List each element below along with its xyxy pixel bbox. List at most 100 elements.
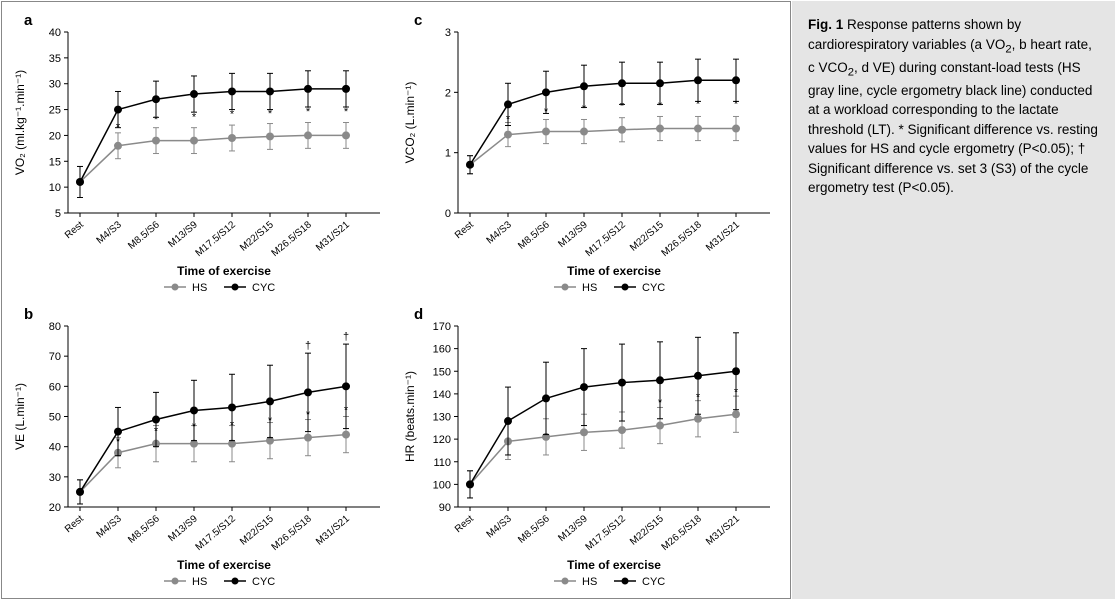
svg-text:*: *: [696, 98, 701, 110]
svg-text:Rest: Rest: [63, 513, 86, 535]
svg-text:M31/S21: M31/S21: [314, 513, 352, 547]
svg-text:*: *: [306, 106, 311, 118]
caption-text: Response patterns shown by cardiorespira…: [808, 17, 1098, 195]
svg-text:1: 1: [445, 148, 451, 160]
svg-text:120: 120: [433, 434, 451, 446]
svg-text:HR (beats.min⁻¹): HR (beats.min⁻¹): [403, 371, 417, 462]
svg-text:140: 140: [433, 389, 451, 401]
svg-text:M13/S9: M13/S9: [556, 219, 590, 250]
svg-text:M17.5/S12: M17.5/S12: [194, 219, 238, 259]
svg-text:CYC: CYC: [252, 576, 275, 588]
svg-text:40: 40: [49, 442, 61, 454]
svg-text:*: *: [192, 111, 197, 123]
svg-text:M26.5/S18: M26.5/S18: [270, 513, 314, 553]
svg-text:M4/S3: M4/S3: [95, 219, 125, 246]
svg-text:M22/S15: M22/S15: [238, 513, 276, 547]
svg-text:M8.5/S6: M8.5/S6: [126, 513, 162, 546]
svg-text:2: 2: [445, 87, 451, 99]
svg-text:M13/S9: M13/S9: [166, 513, 200, 544]
svg-text:*: *: [268, 415, 273, 427]
panel-letter-d: d: [414, 306, 423, 323]
svg-text:130: 130: [433, 412, 451, 424]
svg-text:*: *: [230, 109, 235, 121]
panel-c: c0123RestM4/S3M8.5/S6M13/S9M17.5/S12M22/…: [396, 6, 786, 300]
svg-text:M26.5/S18: M26.5/S18: [270, 219, 314, 259]
svg-text:Time of exercise: Time of exercise: [567, 558, 661, 572]
svg-text:20: 20: [49, 130, 61, 142]
svg-text:M13/S9: M13/S9: [556, 513, 590, 544]
svg-text:M4/S3: M4/S3: [485, 513, 515, 540]
svg-text:†: †: [343, 331, 349, 343]
svg-text:50: 50: [49, 412, 61, 424]
svg-text:*: *: [734, 98, 739, 110]
svg-text:M8.5/S6: M8.5/S6: [516, 219, 552, 252]
svg-text:80: 80: [49, 321, 61, 333]
svg-text:M17.5/S12: M17.5/S12: [194, 513, 238, 553]
svg-text:*: *: [154, 114, 159, 126]
svg-text:Time of exercise: Time of exercise: [177, 264, 271, 278]
figure-caption: Fig. 1 Response patterns shown by cardio…: [792, 1, 1115, 599]
svg-text:30: 30: [49, 79, 61, 91]
svg-text:30: 30: [49, 472, 61, 484]
svg-text:*: *: [658, 397, 663, 409]
svg-text:*: *: [734, 387, 739, 399]
svg-text:0: 0: [445, 208, 451, 220]
svg-text:†: †: [305, 340, 311, 352]
svg-text:*: *: [582, 103, 587, 115]
panel-a: a510152025303540RestM4/S3M8.5/S6M13/S9M1…: [6, 6, 396, 300]
svg-text:*: *: [268, 108, 273, 120]
svg-text:M17.5/S12: M17.5/S12: [584, 219, 628, 259]
svg-text:100: 100: [433, 479, 451, 491]
svg-text:*: *: [544, 106, 549, 118]
caption-lead: Fig. 1: [808, 17, 843, 32]
svg-text:*: *: [154, 426, 159, 438]
svg-text:M22/S15: M22/S15: [238, 219, 276, 253]
svg-text:70: 70: [49, 351, 61, 363]
svg-text:M26.5/S18: M26.5/S18: [660, 219, 704, 259]
panel-letter-c: c: [414, 12, 422, 29]
svg-text:VCO₂ (L.min⁻¹): VCO₂ (L.min⁻¹): [403, 82, 417, 164]
svg-text:160: 160: [433, 344, 451, 356]
panel-d: d90100110120130140150160170RestM4/S3M8.5…: [396, 300, 786, 594]
svg-text:M26.5/S18: M26.5/S18: [660, 513, 704, 553]
svg-text:M13/S9: M13/S9: [166, 219, 200, 250]
svg-text:CYC: CYC: [642, 576, 665, 588]
svg-text:M8.5/S6: M8.5/S6: [126, 219, 162, 252]
svg-text:5: 5: [55, 208, 61, 220]
svg-text:40: 40: [49, 27, 61, 39]
svg-text:*: *: [620, 101, 625, 113]
svg-text:VE (L.min⁻¹): VE (L.min⁻¹): [13, 383, 27, 450]
svg-text:*: *: [658, 100, 663, 112]
chart-d: 90100110120130140150160170RestM4/S3M8.5/…: [396, 300, 784, 593]
svg-text:*: *: [506, 113, 511, 125]
svg-text:170: 170: [433, 321, 451, 333]
svg-text:10: 10: [49, 182, 61, 194]
svg-text:150: 150: [433, 366, 451, 378]
svg-text:HS: HS: [192, 576, 207, 588]
svg-text:*: *: [192, 421, 197, 433]
svg-text:M31/S21: M31/S21: [704, 513, 742, 547]
svg-text:3: 3: [445, 27, 451, 39]
svg-text:M4/S3: M4/S3: [485, 219, 515, 246]
svg-text:60: 60: [49, 381, 61, 393]
svg-text:*: *: [306, 409, 311, 421]
panel-b: b20304050607080RestM4/S3M8.5/S6M13/S9M17…: [6, 300, 396, 594]
svg-text:M17.5/S12: M17.5/S12: [584, 513, 628, 553]
svg-text:HS: HS: [192, 282, 207, 294]
chart-a: 510152025303540RestM4/S3M8.5/S6M13/S9M17…: [6, 6, 394, 299]
svg-text:VO₂ (ml.kg⁻¹.min⁻¹): VO₂ (ml.kg⁻¹.min⁻¹): [13, 70, 27, 175]
svg-text:*: *: [230, 420, 235, 432]
figure-grid: a510152025303540RestM4/S3M8.5/S6M13/S9M1…: [1, 1, 791, 599]
svg-text:20: 20: [49, 502, 61, 514]
svg-text:90: 90: [439, 502, 451, 514]
svg-text:25: 25: [49, 105, 61, 117]
chart-c: 0123RestM4/S3M8.5/S6M13/S9M17.5/S12M22/S…: [396, 6, 784, 299]
svg-text:*: *: [344, 404, 349, 416]
svg-text:*: *: [116, 436, 121, 448]
svg-text:Rest: Rest: [453, 219, 476, 241]
svg-text:HS: HS: [582, 282, 597, 294]
svg-text:*: *: [116, 122, 121, 134]
svg-text:M31/S21: M31/S21: [704, 219, 742, 253]
svg-text:CYC: CYC: [642, 282, 665, 294]
svg-text:*: *: [344, 106, 349, 118]
